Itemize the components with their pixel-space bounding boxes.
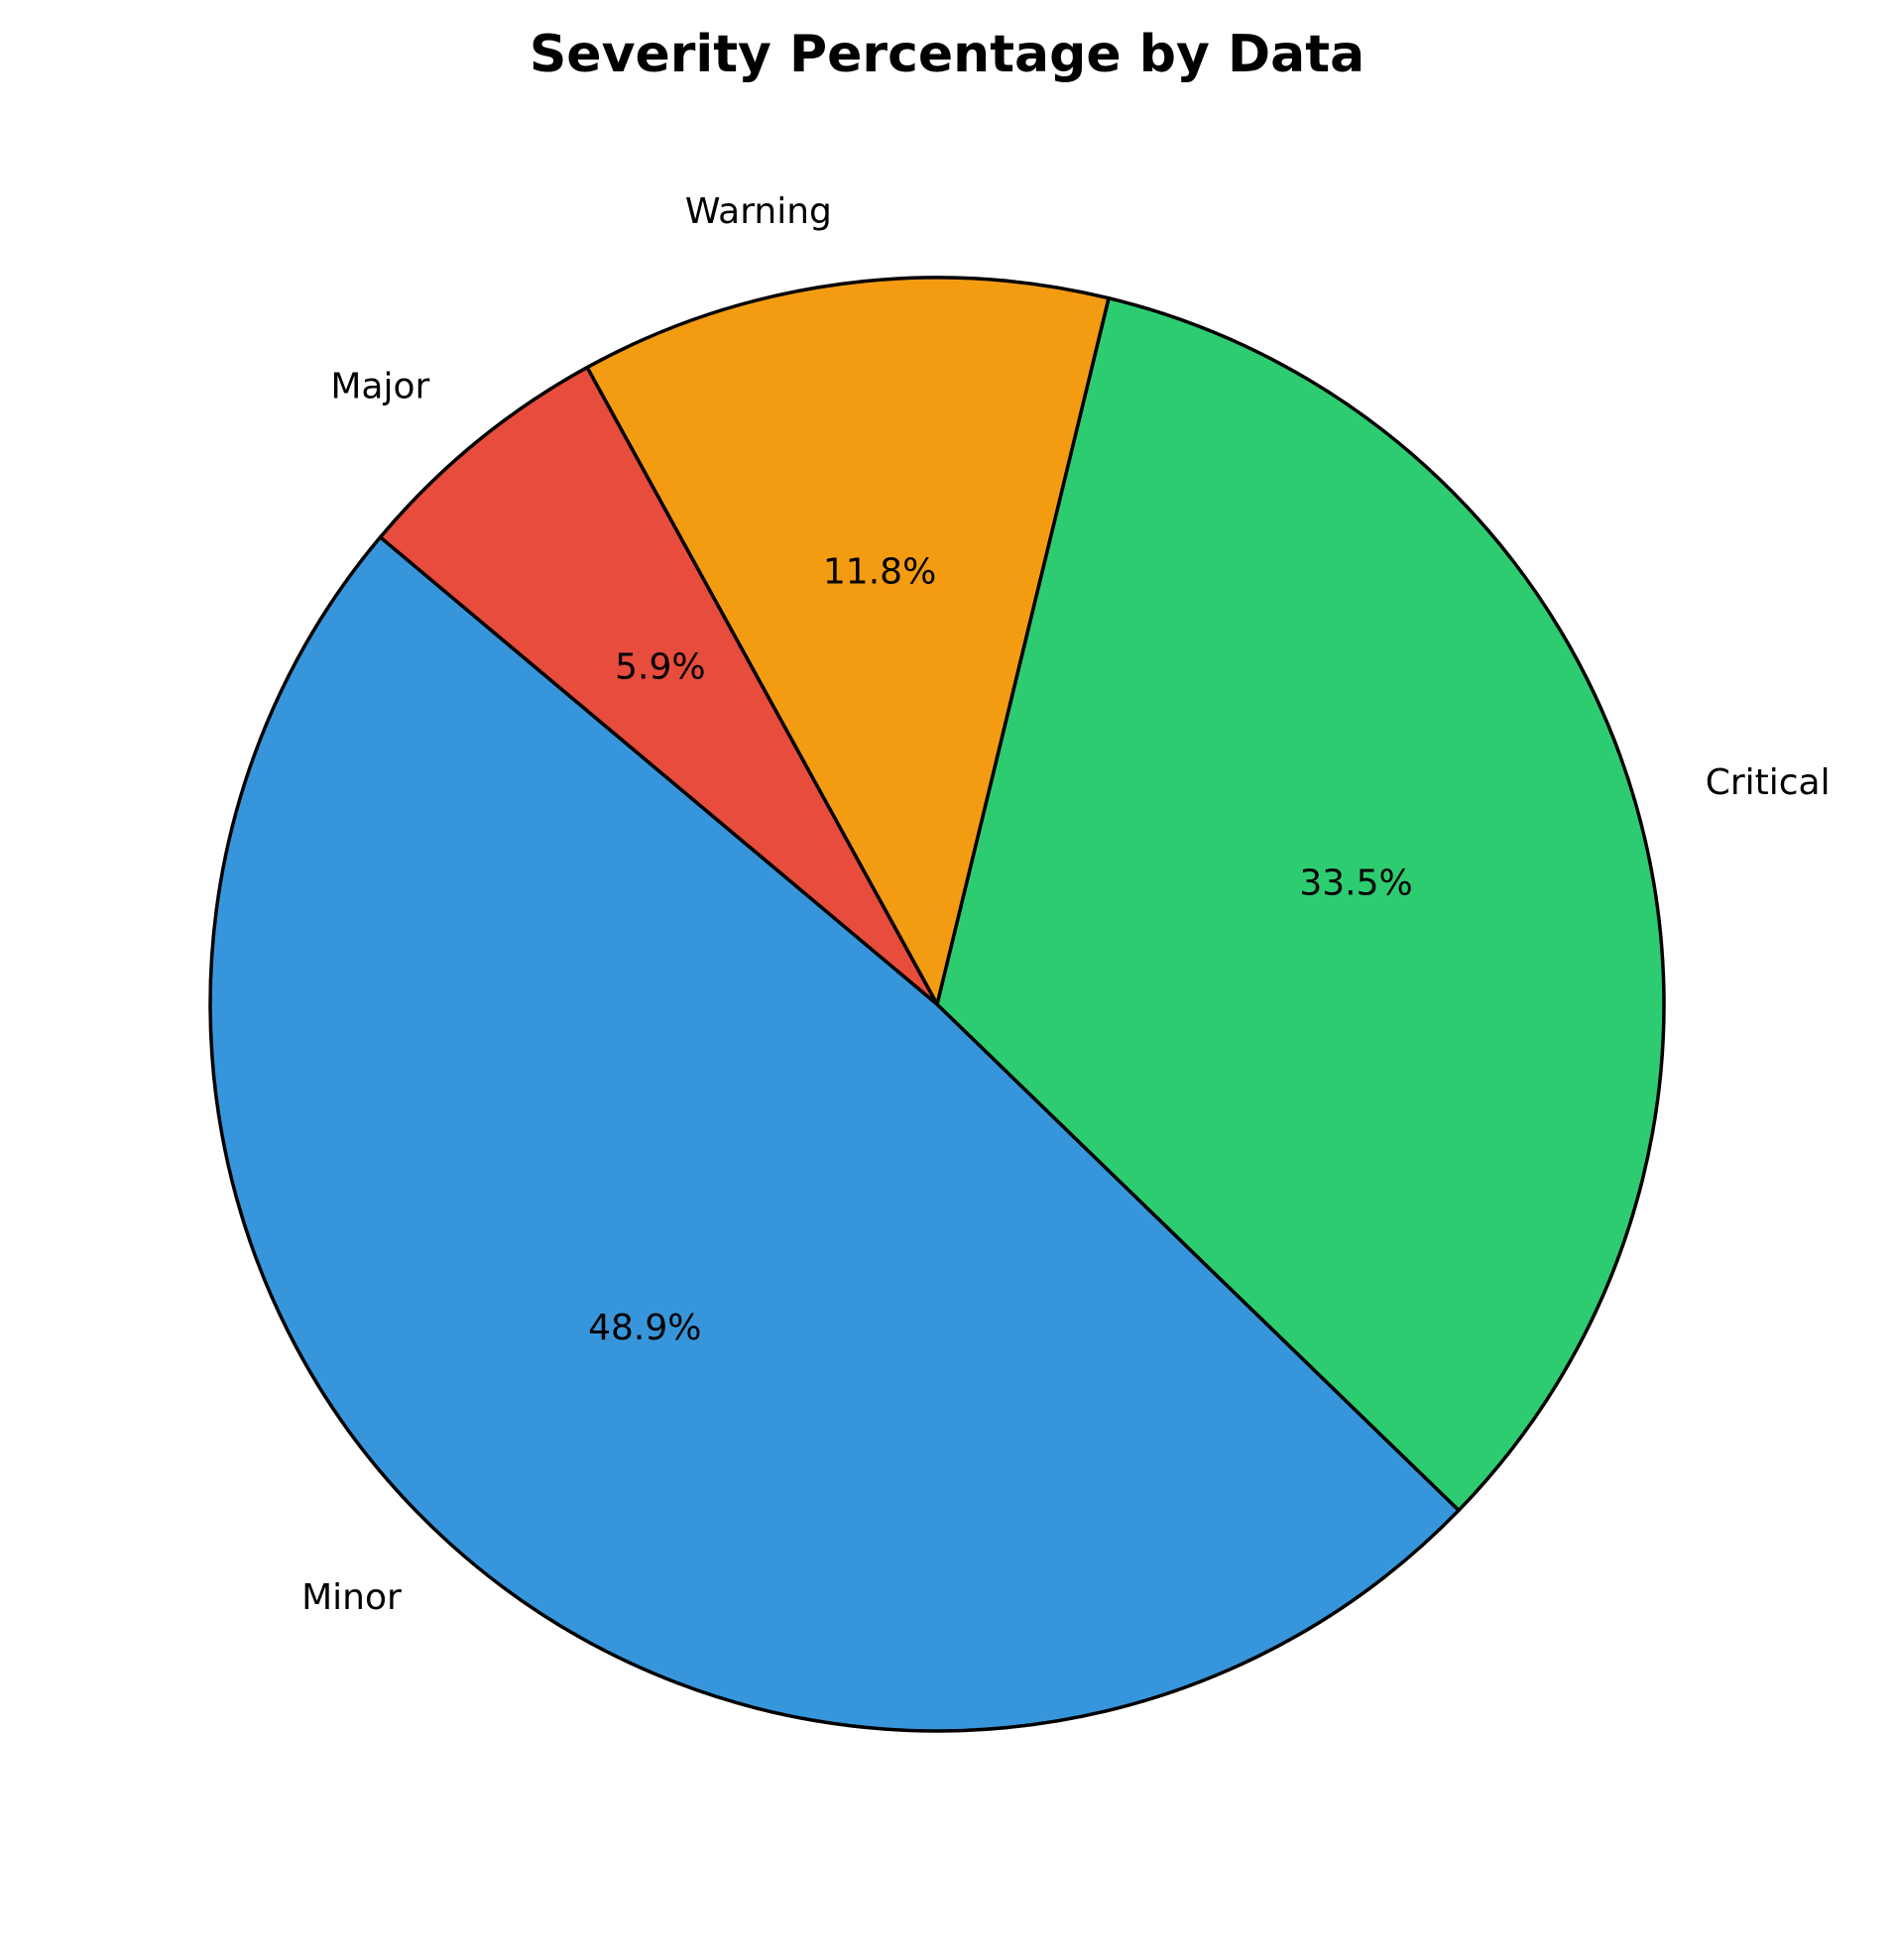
- pie-slice-major: [378, 365, 939, 1006]
- slice-percent-critical: 33.5%: [1299, 864, 1412, 904]
- pie-slice-warning: [585, 276, 1111, 1006]
- slice-percent-minor: 48.9%: [588, 1308, 701, 1348]
- slice-label-major: Major: [330, 366, 429, 406]
- pie-slice-critical: [935, 295, 1666, 1513]
- pie-slice-minor: [208, 535, 1461, 1733]
- chart-title: Severity Percentage by Data: [530, 25, 1364, 84]
- pie-slices: [208, 276, 1666, 1733]
- slice-percent-warning: 11.8%: [823, 552, 936, 593]
- slice-label-warning: Warning: [685, 191, 832, 232]
- slice-percent-major: 5.9%: [615, 647, 705, 688]
- slice-label-critical: Critical: [1706, 762, 1831, 803]
- pie-labels: Minor 48.9% Critical 33.5% Warning 11.8% Major…: [301, 191, 1831, 1618]
- slice-label-minor: Minor: [301, 1577, 402, 1618]
